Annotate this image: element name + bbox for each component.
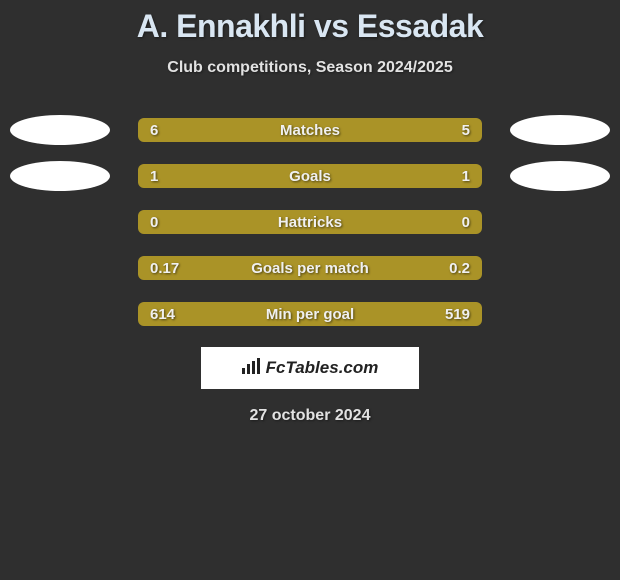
stat-row: 0.17 Goals per match 0.2	[0, 245, 620, 291]
stat-bar: 6 Matches 5	[138, 118, 482, 142]
stat-right-value: 0.2	[449, 260, 470, 277]
stat-label: Matches	[280, 122, 340, 139]
page-title: A. Ennakhli vs Essadak	[0, 0, 620, 45]
player-right-marker	[510, 115, 610, 145]
stat-left-value: 614	[150, 306, 175, 323]
stat-right-value: 5	[462, 122, 470, 139]
spacer	[510, 207, 610, 237]
stat-bar: 0 Hattricks 0	[138, 210, 482, 234]
stats-rows: 6 Matches 5 1 Goals 1 0 Hattricks 0	[0, 107, 620, 337]
stat-right-value: 519	[445, 306, 470, 323]
stat-bar: 614 Min per goal 519	[138, 302, 482, 326]
spacer	[510, 299, 610, 329]
stat-label: Goals per match	[251, 260, 369, 277]
stat-label: Goals	[289, 168, 331, 185]
stat-left-value: 0.17	[150, 260, 179, 277]
player-left-marker	[10, 115, 110, 145]
stat-left-value: 6	[150, 122, 158, 139]
footer-date: 27 october 2024	[0, 407, 620, 425]
stat-row: 614 Min per goal 519	[0, 291, 620, 337]
stat-right-value: 1	[462, 168, 470, 185]
stat-row: 6 Matches 5	[0, 107, 620, 153]
comparison-card: A. Ennakhli vs Essadak Club competitions…	[0, 0, 620, 580]
player-left-marker	[10, 161, 110, 191]
spacer	[10, 253, 110, 283]
stat-bar: 0.17 Goals per match 0.2	[138, 256, 482, 280]
spacer	[10, 207, 110, 237]
spacer	[510, 253, 610, 283]
stat-left-value: 1	[150, 168, 158, 185]
stat-left-value: 0	[150, 214, 158, 231]
stat-label: Hattricks	[278, 214, 342, 231]
player-right-marker	[510, 161, 610, 191]
chart-bars-icon	[242, 358, 262, 379]
stat-label: Min per goal	[266, 306, 354, 323]
brand-badge: FcTables.com	[201, 347, 419, 389]
stat-right-value: 0	[462, 214, 470, 231]
spacer	[10, 299, 110, 329]
stat-bar: 1 Goals 1	[138, 164, 482, 188]
stat-row: 0 Hattricks 0	[0, 199, 620, 245]
brand-name: FcTables.com	[266, 358, 379, 378]
page-subtitle: Club competitions, Season 2024/2025	[0, 59, 620, 77]
stat-row: 1 Goals 1	[0, 153, 620, 199]
